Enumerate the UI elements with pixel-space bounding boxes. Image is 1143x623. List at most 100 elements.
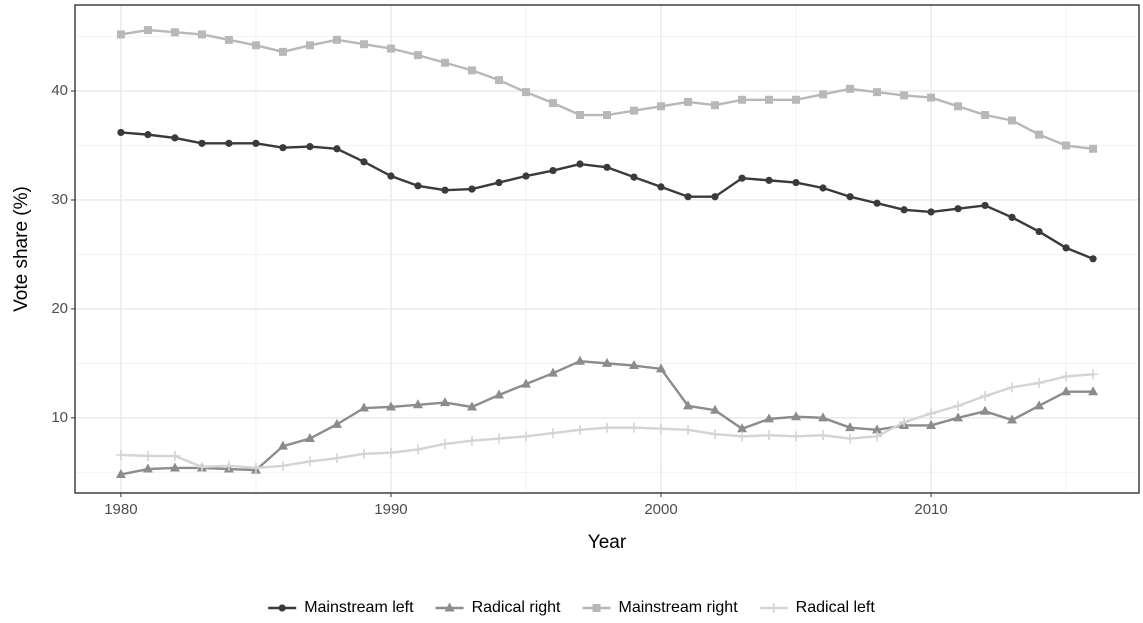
point	[981, 201, 989, 210]
point	[252, 139, 260, 147]
point	[360, 158, 368, 166]
point	[358, 448, 369, 459]
x-tick-label: 1990	[374, 501, 407, 518]
point	[980, 405, 991, 415]
point	[386, 44, 395, 53]
x-tick-label: 1980	[104, 501, 137, 518]
point	[819, 184, 827, 192]
point	[1062, 244, 1070, 252]
point	[900, 91, 909, 100]
point	[467, 66, 476, 75]
point	[142, 450, 153, 461]
point	[250, 462, 261, 473]
x-tick-label: 2000	[644, 501, 677, 518]
point	[333, 145, 341, 153]
plot-border	[74, 4, 1140, 494]
point	[1008, 213, 1016, 222]
point	[1061, 386, 1072, 396]
point	[737, 423, 748, 433]
point	[1035, 227, 1043, 236]
point	[387, 172, 395, 180]
point	[765, 95, 774, 104]
y-tick-label: 10	[51, 409, 68, 426]
point	[331, 418, 342, 428]
point	[1034, 377, 1045, 388]
point	[115, 468, 126, 478]
point	[251, 41, 260, 50]
point	[413, 51, 422, 60]
point	[440, 58, 449, 67]
point	[819, 90, 828, 99]
point	[144, 131, 152, 139]
point	[792, 178, 800, 187]
point	[872, 424, 883, 434]
x-axis-title: Year	[588, 532, 627, 553]
point	[764, 413, 775, 423]
point	[359, 40, 368, 49]
point	[764, 430, 775, 441]
point	[1034, 400, 1045, 410]
point	[439, 397, 450, 407]
point	[1035, 130, 1044, 139]
point	[1008, 116, 1017, 125]
x-tick-label: 2010	[914, 501, 947, 518]
point	[818, 412, 829, 422]
point	[602, 357, 612, 367]
point	[629, 422, 640, 433]
point	[521, 88, 530, 97]
point	[575, 111, 584, 120]
point	[331, 453, 342, 464]
point	[1089, 255, 1097, 263]
point	[629, 360, 640, 370]
point	[954, 205, 962, 213]
point	[549, 166, 557, 175]
point	[710, 404, 721, 414]
point	[495, 178, 503, 187]
series-line	[120, 131, 1094, 260]
legend-text: Radical left	[796, 599, 876, 616]
y-tick-label: 20	[51, 300, 68, 317]
point	[1088, 369, 1099, 380]
point	[791, 431, 802, 442]
point	[117, 128, 125, 137]
point	[466, 401, 477, 411]
point	[845, 433, 856, 444]
point	[358, 402, 369, 412]
point	[1062, 141, 1071, 150]
point	[493, 433, 504, 444]
y-axis-title: Vote share (%)	[11, 186, 32, 312]
point	[225, 139, 233, 147]
point	[953, 412, 964, 422]
point	[738, 95, 747, 104]
point	[548, 99, 557, 108]
point	[630, 173, 638, 181]
point	[1007, 414, 1018, 424]
point	[197, 30, 206, 39]
legend-item: Mainstream right	[582, 599, 738, 616]
point	[304, 433, 315, 443]
point	[684, 97, 693, 106]
point	[441, 186, 449, 194]
point	[142, 463, 153, 473]
point	[738, 174, 746, 182]
point	[873, 88, 882, 97]
point	[224, 35, 233, 44]
point	[520, 431, 531, 442]
point	[873, 199, 881, 207]
point	[277, 440, 288, 450]
point	[198, 139, 206, 147]
point	[710, 429, 721, 440]
point	[630, 106, 639, 115]
point	[385, 447, 396, 458]
series-line	[120, 28, 1094, 150]
point	[1088, 386, 1099, 396]
point	[116, 30, 125, 39]
point	[466, 435, 477, 446]
point	[791, 411, 802, 421]
point	[305, 41, 314, 50]
point	[603, 163, 611, 171]
legend: Mainstream left Radical right Mainstream r…	[268, 599, 875, 616]
legend-item: Mainstream left	[268, 599, 414, 616]
point	[385, 401, 396, 411]
point	[171, 134, 179, 142]
